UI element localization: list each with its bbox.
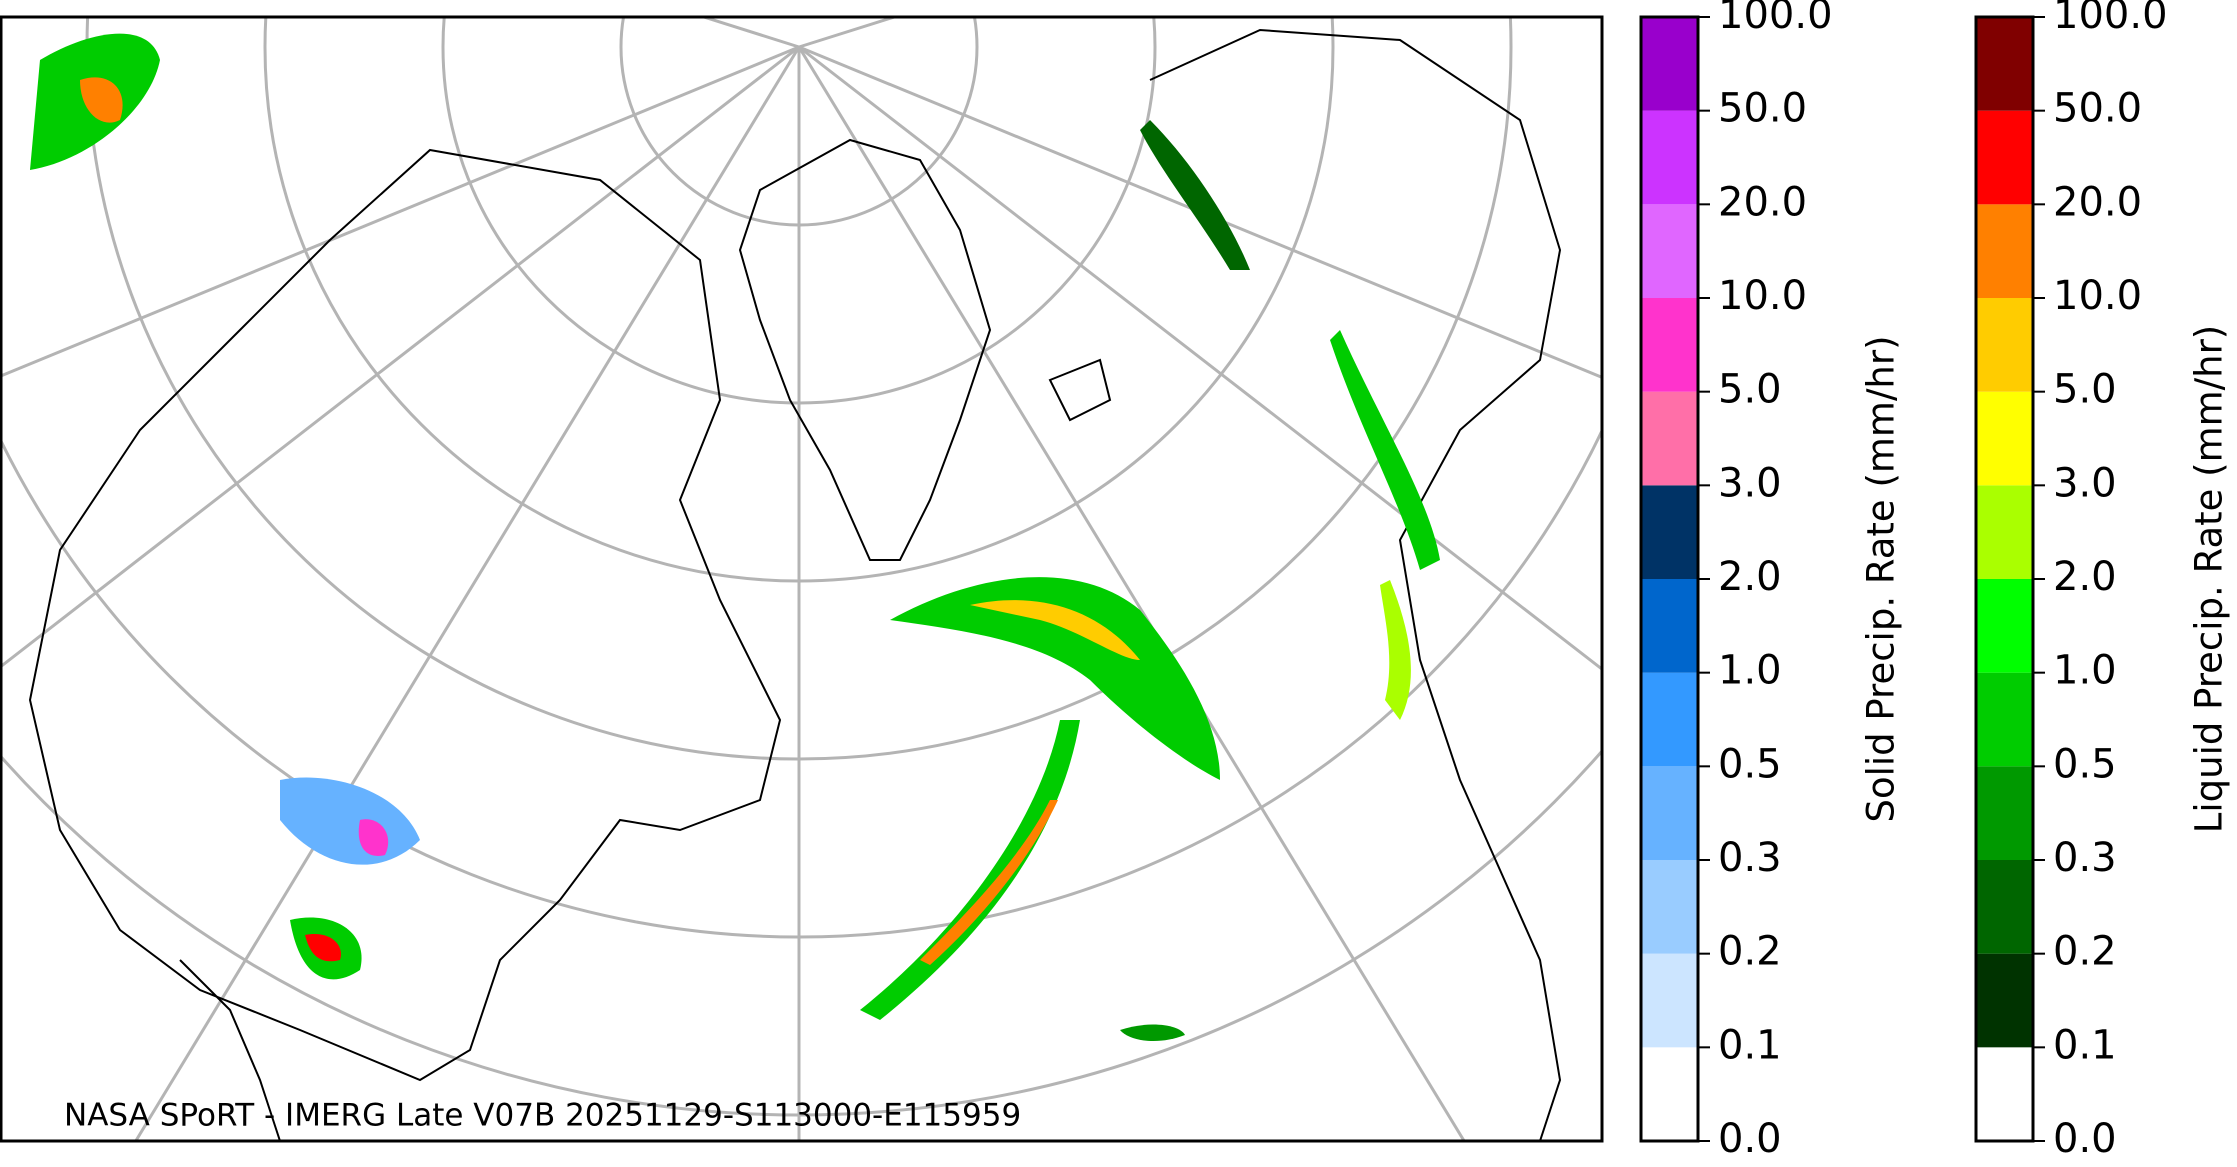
map-caption: NASA SPoRT - IMERG Late V07B 20251129-S1… [64, 1098, 1021, 1134]
colorbar-tick-label: 100.0 [1718, 0, 1833, 38]
colorbar-tick-label: 10.0 [1718, 273, 1807, 319]
colorbar-tick-label: 10.0 [2053, 273, 2142, 319]
colorbar-segment [1641, 953, 1698, 1048]
colorbar-tick-label: 20.0 [1718, 179, 1807, 225]
map-frame [0, 15, 1604, 1143]
map: NASA SPoRT - IMERG Late V07B 20251129-S1… [1, 17, 1602, 1141]
colorbar-segment [1976, 579, 2033, 673]
colorbar-segment [1641, 17, 1698, 111]
colorbar-label: Liquid Precip. Rate (mm/hr) [2188, 325, 2231, 834]
colorbar-segment [1976, 204, 2033, 298]
colorbar-segment [1641, 298, 1698, 392]
colorbar-tick-label: 0.2 [2053, 929, 2117, 975]
colorbar-segment [1641, 204, 1698, 298]
colorbar-segment [1976, 391, 2033, 486]
colorbar-segment [1976, 110, 2033, 205]
colorbar-tick-label: 50.0 [1718, 86, 1807, 132]
colorbar-segment [1976, 860, 2033, 954]
colorbar-segment [1641, 672, 1698, 767]
colorbar-tick-label: 2.0 [2053, 554, 2117, 600]
colorbar-segment [1976, 17, 2033, 111]
coastlines [28, 28, 1562, 1141]
colorbar-tick-label: 2.0 [1718, 554, 1782, 600]
precipitation [30, 33, 1440, 1042]
colorbar-segment [1641, 485, 1698, 579]
colorbar-tick-label: 1.0 [2053, 648, 2117, 694]
colorbar-segment [1976, 298, 2033, 392]
colorbar-tick-label: 0.2 [1718, 929, 1782, 975]
colorbar-tick-label: 0.3 [1718, 835, 1782, 881]
colorbar-segment [1976, 672, 2033, 767]
colorbar-tick-label: 3.0 [1718, 460, 1782, 506]
colorbar-tick-label: 20.0 [2053, 179, 2142, 225]
colorbar-segment [1976, 485, 2033, 579]
colorbar-segment [1641, 579, 1698, 673]
colorbar-tick-label: 1.0 [1718, 648, 1782, 694]
colorbar-segment [1641, 860, 1698, 954]
colorbar-tick-label: 3.0 [2053, 460, 2117, 506]
colorbar-tick-label: 0.5 [2053, 741, 2117, 787]
colorbar-segment [1976, 953, 2033, 1048]
colorbar-segment [1976, 1047, 2033, 1141]
colorbar-tick-label: 5.0 [1718, 367, 1782, 413]
colorbar-segment [1641, 766, 1698, 860]
colorbar-tick-label: 100.0 [2053, 0, 2168, 38]
colorbar-tick-label: 0.0 [1718, 1116, 1782, 1162]
colorbar-tick-label: 0.3 [2053, 835, 2117, 881]
colorbar-tick-label: 0.5 [1718, 741, 1782, 787]
colorbar-segment [1976, 766, 2033, 860]
colorbar-tick-label: 5.0 [2053, 367, 2117, 413]
colorbar-tick-label: 0.0 [2053, 1116, 2117, 1162]
colorbar-tick-label: 0.1 [1718, 1022, 1782, 1068]
colorbar-tick-label: 50.0 [2053, 86, 2142, 132]
colorbar-segment [1641, 110, 1698, 205]
colorbar-tick-label: 0.1 [2053, 1022, 2117, 1068]
colorbar-segment [1641, 1047, 1698, 1141]
colorbar-segment [1641, 391, 1698, 486]
colorbar-label: Solid Precip. Rate (mm/hr) [1860, 335, 1903, 822]
